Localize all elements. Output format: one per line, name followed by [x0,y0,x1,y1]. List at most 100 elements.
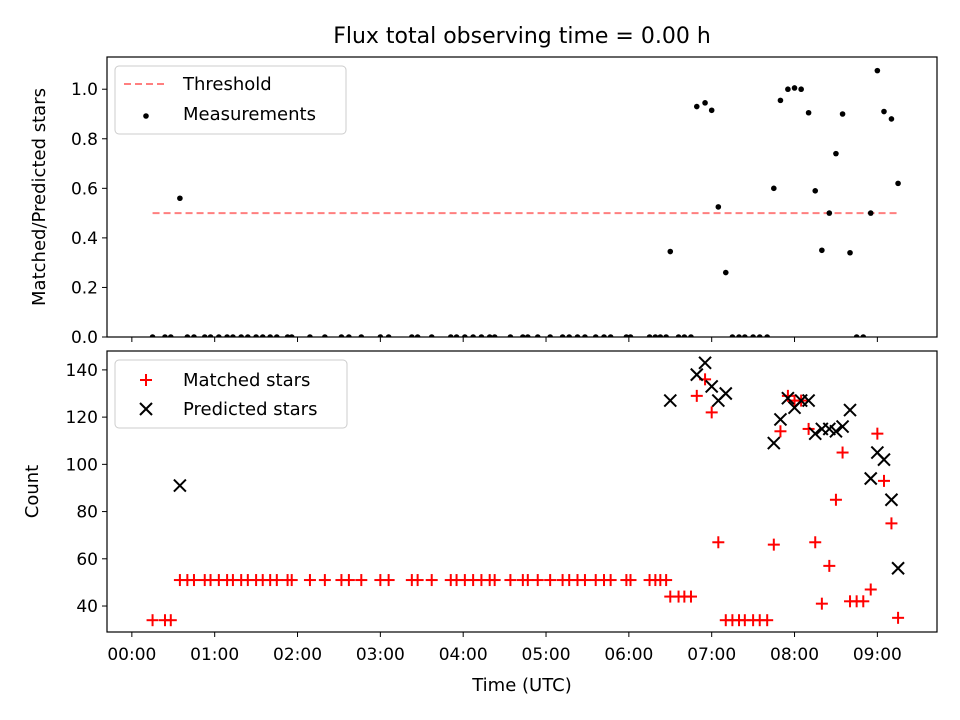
measurement-point [428,334,435,337]
measurement-point [805,109,812,116]
measurement-point [888,116,895,122]
x-tick-label: 09:00 [853,645,902,665]
measurement-point [274,334,280,337]
matched-star-point [809,536,822,549]
matched-star-point [355,574,368,587]
measurement-point [322,334,328,337]
matched-star-point [823,559,836,572]
measurement-point [623,334,630,337]
predicted-star-point [704,379,719,394]
matched-star-point [146,614,159,627]
measurement-point [224,334,230,337]
y-tick-label: 0.2 [71,278,98,298]
matched-star-point [705,406,718,419]
measurement-point [284,334,291,337]
x-tick-label: 04:00 [439,645,488,665]
measurement-point [177,195,183,202]
predicted-star-point [698,356,712,370]
matched-star-point [318,574,331,587]
measurement-point [346,334,352,337]
measurement-point [253,334,259,337]
y-tick-label: 80 [76,503,98,523]
matched-star-point [382,574,395,587]
x-tick-label: 02:00 [273,645,322,665]
axes-frame [106,350,938,633]
measurement-point [582,334,588,337]
measurement-point [491,334,498,337]
predicted-star-point [864,471,878,486]
measurement-point [377,334,384,337]
measurement-point [453,334,460,337]
measurement-point [307,334,313,337]
matched-star-point [303,574,316,587]
matched-star-point [425,574,438,587]
matched-star-point [624,574,637,587]
measurement-point [238,334,244,337]
x-tick-label: 06:00 [604,645,653,665]
measurement-point [736,334,742,337]
measurement-point [162,334,168,337]
measurement-point [447,334,454,337]
matched-star-point [877,474,890,487]
measurement-point [693,103,700,110]
predicted-star-point [767,436,781,450]
measurement-point [470,334,476,337]
predicted-star-point [773,412,788,427]
measurement-point [338,334,345,337]
y-tick-label: 140 [66,361,98,381]
predicted-star-point [690,367,704,382]
matched-star-point [767,538,780,551]
legend-measurements-swatch [143,113,149,119]
measurement-point [881,108,887,115]
predicted-star-point [173,478,187,493]
matched-star-point [684,590,697,603]
bottom-plot: 40 60 80 100 120 140 00:00 01:00 02:00 03:00 04:00… [22,350,938,696]
matched-star-point [836,446,849,459]
y-tick-label: 40 [76,597,98,617]
matched-star-point [885,517,898,530]
measurement-point [478,334,485,337]
y-tick-label: 100 [66,455,98,475]
measurement-point [708,107,715,114]
y-tick-label: 60 [76,550,98,570]
top-legend: Threshold Measurements [114,65,347,135]
x-tick-label: 08:00 [770,645,819,665]
measurement-point [245,334,251,337]
bottom-legend: Matched stars Predicted stars [114,359,348,429]
measurement-point [833,150,839,157]
measurement-point [409,334,415,337]
matched-star-point [774,425,787,438]
predicted-star-point [719,386,733,401]
legend-threshold-label: Threshold [182,74,272,95]
measurement-point [592,334,599,337]
top-plot: 0.0 0.2 0.4 0.6 0.8 1.0 Matched/Predicted star… [29,56,938,348]
y-axis-label: Matched/Predicted stars [29,88,50,306]
predicted-star-point [663,393,677,408]
predicted-star-point [877,452,891,467]
measurement-point [601,334,607,337]
matched-star-point [578,574,591,587]
measurement-point [627,334,634,337]
predicted-star-point [884,493,899,507]
matched-star-point [285,574,298,587]
measurement-point [201,334,208,337]
measurement-point [462,334,468,337]
measurement-point [184,334,191,337]
x-tick-label: 01:00 [190,645,239,665]
y-tick-label: 0.4 [71,229,98,249]
legend-predicted-label: Predicted stars [183,399,317,420]
y-tick-label: 0.0 [71,328,98,348]
measurement-point [191,334,197,337]
measurement-point [798,86,804,93]
matched-star-point [604,574,617,587]
predicted-star-point [781,391,795,405]
measurement-point [853,334,860,337]
predicted-star-point [891,561,905,575]
measurement-point [791,85,798,91]
measurement-point [149,334,156,337]
measurement-point [819,247,825,254]
matched-star-point [504,574,517,587]
measurement-point [486,334,493,337]
measurement-point [259,334,266,337]
